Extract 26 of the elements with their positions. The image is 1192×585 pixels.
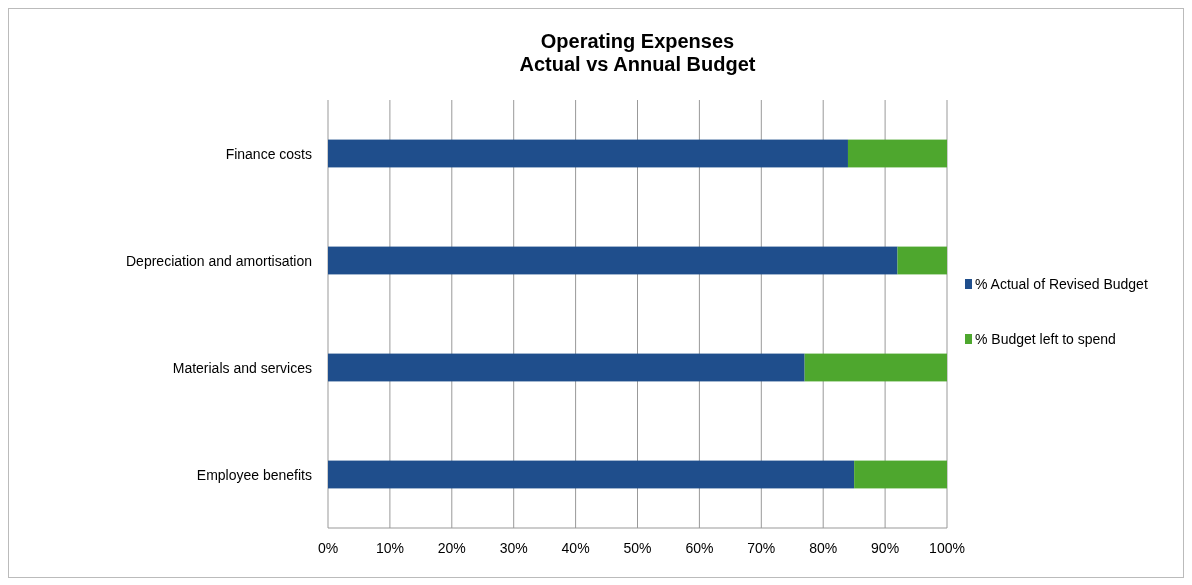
x-tick-label: 30% [499,540,528,556]
x-tick-label: 50% [623,540,652,556]
legend-label: % Actual of Revised Budget [975,276,1148,292]
y-tick-label: Depreciation and amortisation [126,252,312,269]
bar [328,139,848,168]
bar [847,139,947,168]
x-tick-label: 10% [375,540,404,556]
bar [328,353,805,382]
bar [804,353,947,382]
chart-title: Operating Expenses Actual vs Annual Budget [519,30,756,75]
bar [897,246,947,275]
x-tick-label: 100% [929,540,965,556]
x-tick-label: 0% [317,540,339,556]
x-tick-label: 60% [685,540,714,556]
x-tick-label: 40% [561,540,590,556]
y-tick-label: Employee benefits [196,466,312,483]
y-tick-label: Materials and services [172,359,312,376]
bar [854,460,947,489]
bar [328,246,898,275]
x-tick-label: 80% [809,540,838,556]
bar [328,460,855,489]
x-tick-label: 70% [747,540,776,556]
legend-label: % Budget left to spend [975,331,1116,347]
x-tick-label: 20% [437,540,466,556]
x-tick-label: 90% [871,540,900,556]
y-tick-label: Finance costs [225,145,312,162]
